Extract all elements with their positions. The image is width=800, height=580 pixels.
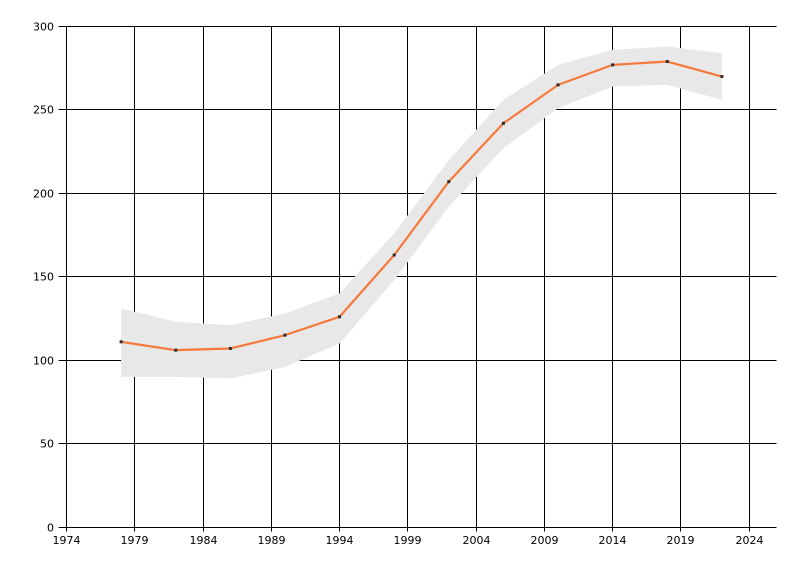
x-tick-label: 2019 [667, 534, 695, 547]
y-tick-label: 50 [40, 438, 54, 451]
confidence-band [121, 46, 722, 379]
y-tick-label: 300 [33, 21, 54, 34]
x-tick-label: 1999 [394, 534, 422, 547]
data-point-marker [665, 60, 669, 64]
data-point-marker [447, 180, 451, 184]
y-tick-label: 250 [33, 104, 54, 117]
x-tick-label: 1979 [121, 534, 149, 547]
y-tick-label: 200 [33, 188, 54, 201]
data-point-marker [228, 346, 232, 350]
data-point-marker [283, 333, 287, 337]
data-point-marker [392, 253, 396, 257]
data-line [120, 60, 723, 352]
x-tick-label: 1989 [258, 534, 286, 547]
data-point-marker [611, 63, 615, 67]
data-point-marker [556, 83, 560, 87]
y-tick-label: 100 [33, 355, 54, 368]
x-tick-label: 1974 [53, 534, 81, 547]
x-tick-label: 2024 [736, 534, 764, 547]
x-tick-label: 1994 [326, 534, 354, 547]
data-point-marker [338, 315, 342, 319]
y-tick-label: 0 [47, 522, 54, 535]
data-point-marker [501, 121, 505, 125]
x-tick-label: 2014 [599, 534, 627, 547]
data-point-marker [119, 340, 123, 344]
data-point-marker [174, 348, 178, 352]
x-tick-label: 2009 [531, 534, 559, 547]
data-point-marker [720, 75, 724, 79]
x-tick-label: 1984 [190, 534, 218, 547]
y-tick-label: 150 [33, 271, 54, 284]
x-tick-label: 2004 [463, 534, 491, 547]
